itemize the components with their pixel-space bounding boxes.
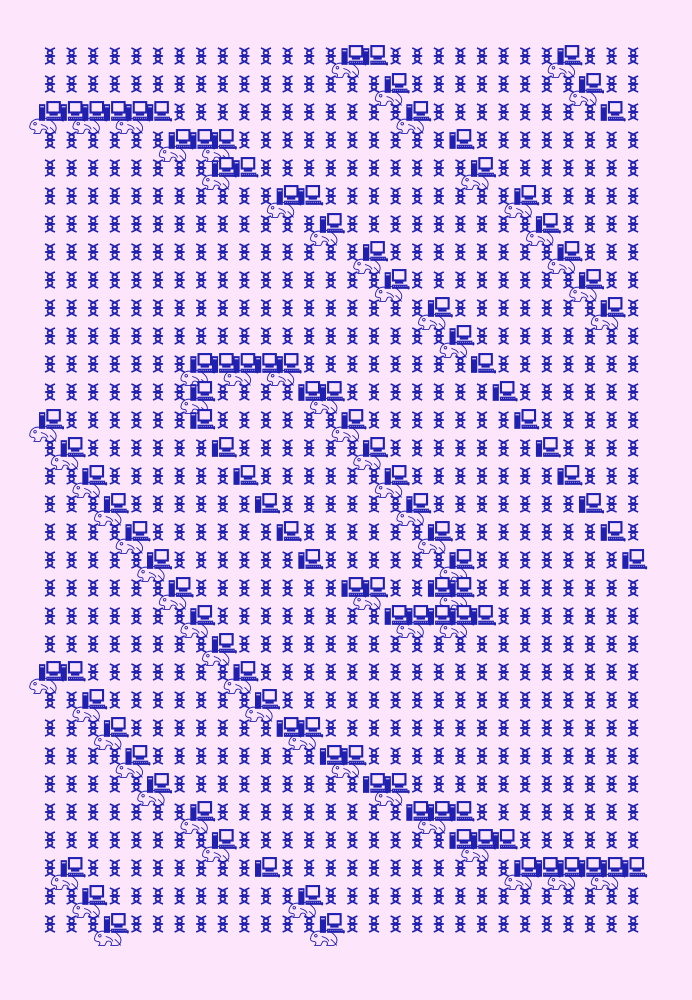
page: {} (() => { JSON.parse(document.getEleme… — [29, 44, 648, 946]
poster — [29, 44, 648, 946]
